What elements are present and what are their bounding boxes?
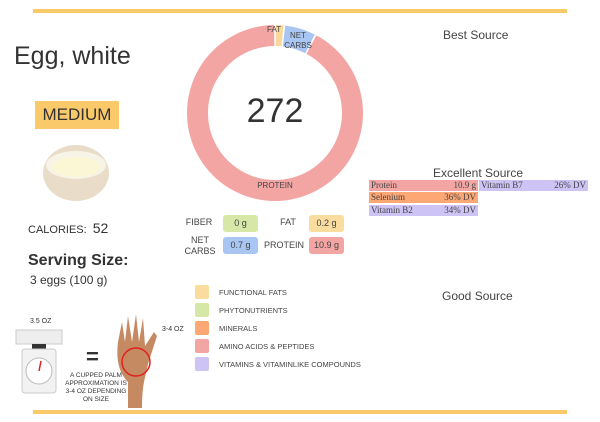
macro-label-fiber: FIBER — [185, 217, 213, 227]
donut-center-value: 272 — [246, 92, 304, 130]
scale-label: 3.5 OZ — [30, 318, 52, 325]
source-value: 36% DV — [444, 192, 476, 202]
legend-label: MINERALS — [219, 323, 258, 333]
legend-swatch — [195, 321, 209, 335]
serving-size-label: Serving Size: — [28, 252, 129, 269]
source-protein: Protein 10.9 g — [369, 180, 478, 191]
kitchen-scale-icon — [15, 329, 63, 394]
excellent-source-title: Excellent Source — [433, 166, 524, 180]
legend-item: FUNCTIONAL FATS — [195, 285, 287, 299]
legend-label: FUNCTIONAL FATS — [219, 287, 287, 297]
donut-label-protein: PROTEIN — [257, 181, 293, 190]
macro-label-protein: PROTEIN — [263, 240, 304, 250]
good-source-title: Good Source — [442, 289, 513, 303]
best-source-title: Best Source — [443, 28, 509, 42]
calories-value: 52 — [92, 220, 109, 236]
source-vitamin-b7: Vitamin B7 26% DV — [479, 180, 588, 191]
legend-item: VITAMINS & VITAMINLIKE COMPOUNDS — [195, 357, 361, 371]
source-name: Protein — [371, 180, 397, 190]
macro-value-fat: 0.2 g — [309, 215, 344, 232]
calories-label: CALORIES: — [28, 224, 87, 236]
donut-slice-net-carbs — [282, 25, 315, 54]
macro-value-fiber: 0 g — [223, 215, 258, 232]
legend-label: PHYTONUTRIENTS — [219, 305, 288, 315]
legend-item: MINERALS — [195, 321, 257, 335]
donut-label-fat: FAT — [267, 25, 282, 34]
legend-label: AMINO ACIDS & PEPTIDES — [219, 341, 315, 351]
macro-donut-chart — [187, 25, 363, 202]
legend-swatch — [195, 357, 209, 371]
egg-image — [43, 145, 109, 201]
calories: CALORIES: 52 — [28, 220, 108, 236]
serving-size-value: 3 eggs (100 g) — [30, 273, 108, 287]
source-value: 26% DV — [554, 180, 586, 190]
legend-swatch — [195, 339, 209, 353]
source-vitamin-b2: Vitamin B2 34% DV — [369, 205, 478, 216]
palm-caption: A CUPPED PALM APPROXIMATION IS 3-4 OZ DE… — [65, 372, 127, 403]
bottom-border — [33, 410, 567, 414]
source-name: Selenium — [371, 192, 405, 202]
legend-item: AMINO ACIDS & PEPTIDES — [195, 339, 314, 353]
legend-label: VITAMINS & VITAMINLIKE COMPOUNDS — [219, 359, 361, 369]
source-name: Vitamin B2 — [371, 205, 413, 215]
hand-label: 3-4 OZ — [162, 326, 184, 333]
macro-value-net-carbs: 0.7 g — [223, 237, 258, 254]
source-value: 34% DV — [444, 205, 476, 215]
source-name: Vitamin B7 — [481, 180, 523, 190]
legend-swatch — [195, 285, 209, 299]
size-badge: MEDIUM — [35, 101, 119, 129]
donut-label-net-carbs: NET CARBS — [284, 31, 312, 50]
cupped-palm-hand-icon — [117, 314, 157, 408]
source-value: 10.9 g — [453, 180, 477, 190]
macro-value-protein: 10.9 g — [309, 237, 344, 254]
food-title: Egg, white — [14, 42, 131, 70]
legend-swatch — [195, 303, 209, 317]
macro-label-fat: FAT — [280, 217, 296, 227]
macro-label-net-carbs: NET CARBS — [184, 235, 216, 256]
source-selenium: Selenium 36% DV — [369, 192, 478, 203]
equals-sign: = — [86, 344, 99, 369]
top-border — [33, 9, 567, 13]
donut-slice-fat — [275, 25, 284, 47]
legend-item: PHYTONUTRIENTS — [195, 303, 288, 317]
